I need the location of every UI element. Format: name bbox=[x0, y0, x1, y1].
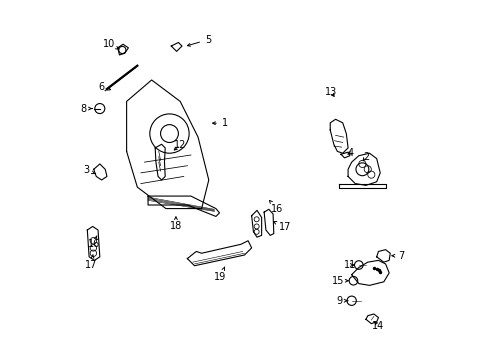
Text: 18: 18 bbox=[169, 217, 182, 231]
Text: 11: 11 bbox=[344, 260, 356, 270]
Text: 10: 10 bbox=[103, 39, 119, 49]
Text: 17: 17 bbox=[273, 221, 291, 232]
Text: 3: 3 bbox=[83, 165, 95, 175]
Text: 5: 5 bbox=[187, 35, 211, 46]
Text: 8: 8 bbox=[81, 104, 92, 113]
Text: 19: 19 bbox=[214, 267, 226, 282]
Text: 9: 9 bbox=[335, 296, 347, 306]
Text: 6: 6 bbox=[99, 82, 110, 92]
Text: 16: 16 bbox=[269, 201, 282, 213]
Text: 1: 1 bbox=[212, 118, 227, 128]
Text: 13: 13 bbox=[324, 87, 336, 98]
Text: 4: 4 bbox=[346, 148, 352, 158]
Text: 15: 15 bbox=[331, 276, 347, 286]
Text: 17: 17 bbox=[85, 255, 98, 270]
Text: 2: 2 bbox=[362, 152, 368, 162]
Text: 12: 12 bbox=[174, 140, 186, 150]
Text: 14: 14 bbox=[371, 321, 384, 331]
Text: 16: 16 bbox=[87, 236, 100, 249]
Text: 7: 7 bbox=[391, 251, 404, 261]
